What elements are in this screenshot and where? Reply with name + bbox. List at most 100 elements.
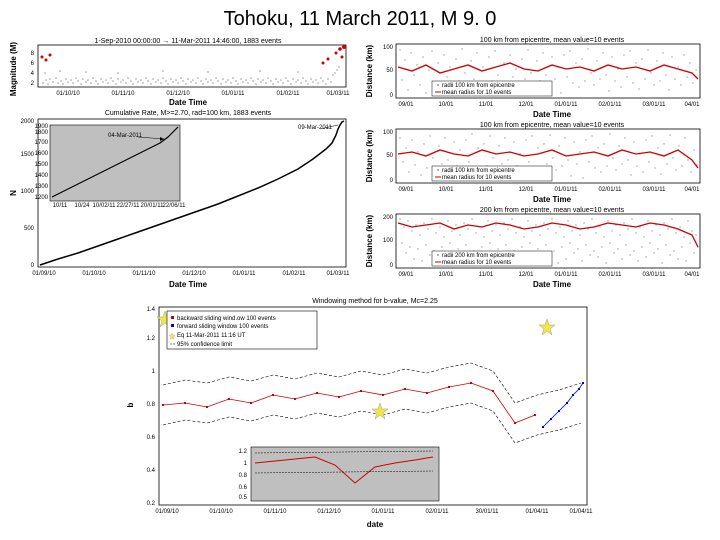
d2-title: 100 km from epicentre, mean value=10 eve… — [480, 122, 625, 129]
svg-text:1500: 1500 — [21, 152, 35, 158]
svg-text:01/01/11: 01/01/11 — [222, 91, 246, 97]
svg-text:01/11/10: 01/11/10 — [264, 509, 288, 515]
cumulative-panel: Cumulative Rate, M>=2.70, rad=100 km, 18… — [8, 107, 356, 291]
d2-leg1: radii 100 km from epicentre — [442, 168, 515, 174]
svg-text:01/01/11: 01/01/11 — [233, 271, 257, 277]
svg-text:1200: 1200 — [35, 195, 49, 201]
top-grid: 1-Sep-2010 00:00:00 → 11-Mar-2011 14:46:… — [8, 35, 712, 291]
svg-text:8: 8 — [31, 51, 35, 57]
svg-text:1800: 1800 — [35, 130, 49, 136]
bv-leg4: 95% confidence limit — [177, 342, 232, 348]
svg-text:0: 0 — [390, 178, 394, 184]
svg-text:03/01/11: 03/01/11 — [643, 187, 667, 193]
svg-text:1900: 1900 — [35, 124, 49, 130]
svg-text:01/12/10: 01/12/10 — [182, 271, 206, 277]
svg-text:0.6: 0.6 — [239, 485, 248, 491]
svg-text:01/09/10: 01/09/10 — [32, 271, 56, 277]
svg-text:0.4: 0.4 — [147, 468, 156, 474]
svg-text:20/01/11: 20/01/11 — [141, 203, 165, 209]
mag-title: 1-Sep-2010 00:00:00 → 11-Mar-2011 14:46:… — [95, 38, 282, 45]
svg-text:2: 2 — [31, 81, 35, 87]
svg-text:0.8: 0.8 — [239, 473, 248, 479]
svg-text:01/02/11: 01/02/11 — [283, 271, 307, 277]
svg-text:01/03/11: 01/03/11 — [327, 91, 351, 97]
svg-text:01/09/10: 01/09/10 — [155, 509, 179, 515]
bv-ylabel: b — [126, 402, 135, 407]
svg-text:1.2: 1.2 — [239, 449, 248, 455]
svg-text:04/01: 04/01 — [684, 272, 700, 278]
svg-text:10/01: 10/01 — [438, 272, 454, 278]
svg-text:50: 50 — [386, 68, 393, 74]
svg-text:0: 0 — [390, 263, 394, 269]
svg-text:50: 50 — [386, 153, 393, 159]
svg-text:12/01: 12/01 — [518, 102, 534, 108]
d3-leg1: radii 200 km from epicentre — [442, 253, 515, 259]
svg-text:02/01/11: 02/01/11 — [599, 272, 623, 278]
bvalue-panel: Windowing method for b-value, Mc=2.25 0.… — [8, 295, 712, 531]
mag-ylabel: Magnitude (M) — [9, 42, 18, 97]
svg-text:1600: 1600 — [35, 151, 49, 157]
svg-text:12/01: 12/01 — [518, 187, 534, 193]
distance-panel-2: 100 km from epicentre, mean value=10 eve… — [362, 120, 710, 205]
svg-text:11/01: 11/01 — [479, 187, 494, 193]
d1-leg1: radii 100 km from epicentre — [442, 83, 515, 89]
svg-text:01/11/10: 01/11/10 — [112, 91, 136, 97]
svg-text:100: 100 — [383, 130, 394, 136]
svg-text:01/04/11: 01/04/11 — [526, 509, 550, 515]
svg-text:01/01/11: 01/01/11 — [555, 187, 579, 193]
svg-text:1: 1 — [152, 369, 156, 375]
svg-text:01/01/11: 01/01/11 — [372, 509, 396, 515]
svg-text:10/24: 10/24 — [74, 203, 90, 209]
d3-ylabel: Distance (km) — [365, 214, 374, 267]
svg-text:1.4: 1.4 — [147, 307, 156, 313]
cum-ylabel: N — [9, 190, 18, 196]
d1-title: 100 km from epicentre, mean value=10 eve… — [480, 37, 625, 44]
svg-text:01/01/11: 01/01/11 — [555, 102, 579, 108]
svg-text:01/03/11: 01/03/11 — [327, 271, 351, 277]
svg-text:01/10/10: 01/10/10 — [82, 271, 106, 277]
magnitude-panel: 1-Sep-2010 00:00:00 → 11-Mar-2011 14:46:… — [8, 35, 356, 107]
svg-text:10/11: 10/11 — [53, 203, 68, 209]
bv-leg2: forward sliding window 100 events — [177, 324, 268, 330]
d1-xlabel: Date Time — [533, 110, 572, 119]
svg-text:01/11/10: 01/11/10 — [133, 271, 157, 277]
bv-title: Windowing method for b-value, Mc=2.25 — [312, 298, 438, 305]
svg-text:0.6: 0.6 — [147, 435, 156, 441]
svg-text:0.8: 0.8 — [147, 402, 156, 408]
svg-text:02/01/11: 02/01/11 — [426, 509, 450, 515]
svg-text:11/01: 11/01 — [479, 102, 494, 108]
cum-title: Cumulative Rate, M>=2.70, rad=100 km, 18… — [105, 110, 272, 117]
svg-text:1400: 1400 — [35, 173, 49, 179]
svg-text:12/01: 12/01 — [518, 272, 534, 278]
svg-text:09/01: 09/01 — [398, 272, 414, 278]
svg-text:01/10/10: 01/10/10 — [209, 509, 233, 515]
svg-text:4: 4 — [31, 71, 35, 77]
svg-text:6: 6 — [31, 61, 35, 67]
svg-text:09/01: 09/01 — [398, 187, 414, 193]
svg-text:01/01/11: 01/01/11 — [555, 272, 579, 278]
bv-leg1: backward sliding wind.ow 100 events — [177, 316, 276, 322]
bv-leg3: Eq 11-Mar-2011 11:16 UT — [177, 333, 246, 339]
svg-text:01/10/10: 01/10/10 — [56, 91, 80, 97]
right-column: 100 km from epicentre, mean value=10 eve… — [362, 35, 710, 291]
distance-panel-3: 200 km from epicentre, mean value=10 eve… — [362, 205, 710, 290]
svg-text:10/01: 10/01 — [438, 187, 454, 193]
d3-title: 200 km from epicentre, mean value=10 eve… — [480, 207, 625, 214]
page-title: Tohoku, 11 March 2011, M 9. 0 — [8, 8, 712, 31]
cum-annot: 09-Mar-2011 — [298, 125, 333, 131]
mag-xlabel: Date Time — [169, 98, 208, 107]
d2-leg2: mean radius for 10 events — [442, 175, 511, 181]
svg-text:0.5: 0.5 — [239, 495, 248, 501]
svg-text:04/01: 04/01 — [684, 187, 700, 193]
svg-text:2000: 2000 — [21, 119, 35, 125]
bv-inset: 0.5 0.6 0.8 1 1.2 — [239, 447, 439, 501]
svg-text:10/02/11: 10/02/11 — [93, 203, 117, 209]
svg-text:1700: 1700 — [35, 140, 49, 146]
svg-text:11/01: 11/01 — [479, 272, 494, 278]
svg-text:01/04/11: 01/04/11 — [570, 509, 594, 515]
cum-inset: 1200 1300 1400 1500 1600 1700 1800 1900 … — [35, 124, 186, 209]
d3-xlabel: Date Time — [533, 280, 572, 289]
d1-leg2: mean radius for 10 events — [442, 90, 511, 96]
d1-ylabel: Distance (km) — [365, 44, 374, 97]
svg-text:01/12/10: 01/12/10 — [317, 509, 341, 515]
